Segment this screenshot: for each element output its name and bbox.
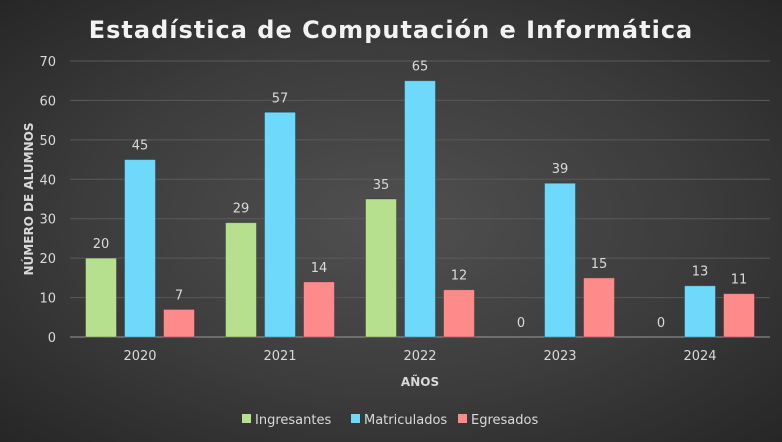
bar-egresados-2022: [443, 289, 475, 338]
bar-ingresantes-2022: [365, 198, 397, 338]
legend-swatch-ingresantes: [242, 414, 251, 423]
data-label: 20: [93, 237, 110, 252]
data-label: 7: [175, 288, 183, 303]
y-tick-label: 10: [39, 292, 56, 307]
x-tick-label: 2023: [543, 349, 576, 364]
y-tick-label: 60: [39, 94, 56, 109]
data-label: 15: [591, 257, 608, 272]
legend-swatch-egresados: [458, 414, 467, 423]
x-tick-label: 2022: [403, 349, 436, 364]
x-tick-label: 2021: [263, 349, 296, 364]
data-label: 57: [272, 91, 289, 106]
legend-label-ingresantes: Ingresantes: [255, 413, 331, 428]
data-label: 39: [552, 162, 569, 177]
data-label: 13: [692, 265, 709, 280]
bar-matriculados-2022: [404, 80, 436, 338]
legend: Ingresantes Matriculados Egresados: [242, 413, 538, 428]
x-tick-label: 2020: [123, 349, 156, 364]
bar-matriculados-2020: [124, 159, 156, 338]
bar-matriculados-2021: [264, 111, 296, 338]
chart-title: Estadística de Computación e Informática: [89, 16, 694, 44]
data-label: 35: [373, 178, 390, 193]
bar-matriculados-2024: [684, 285, 716, 338]
bar-ingresantes-2020: [85, 257, 117, 338]
legend-label-matriculados: Matriculados: [364, 413, 447, 428]
data-label: 12: [451, 269, 468, 284]
bar-egresados-2020: [163, 308, 195, 338]
y-tick-label: 30: [39, 213, 56, 228]
bar-matriculados-2023: [544, 182, 576, 338]
y-tick-label: 40: [39, 173, 56, 188]
data-label: 11: [731, 273, 748, 288]
data-label: 14: [311, 261, 328, 276]
data-label: 65: [412, 60, 429, 75]
data-label: 29: [233, 202, 250, 217]
y-tick-label: 20: [39, 252, 56, 267]
bar-egresados-2023: [583, 277, 615, 338]
data-label: 45: [132, 139, 149, 154]
legend-swatch-matriculados: [351, 414, 360, 423]
x-tick-label: 2024: [683, 349, 716, 364]
x-axis-title: AÑOS: [401, 374, 439, 389]
bar-ingresantes-2021: [225, 222, 257, 338]
y-tick-label: 50: [39, 134, 56, 149]
y-axis-title: NÚMERO DE ALUMNOS: [21, 123, 36, 276]
y-tick-label: 70: [39, 55, 56, 70]
legend-label-egresados: Egresados: [471, 413, 538, 428]
bar-egresados-2024: [723, 293, 755, 338]
bar-egresados-2021: [303, 281, 335, 338]
y-tick-label: 0: [48, 331, 56, 346]
data-label: 0: [657, 316, 665, 331]
data-label: 0: [517, 316, 525, 331]
